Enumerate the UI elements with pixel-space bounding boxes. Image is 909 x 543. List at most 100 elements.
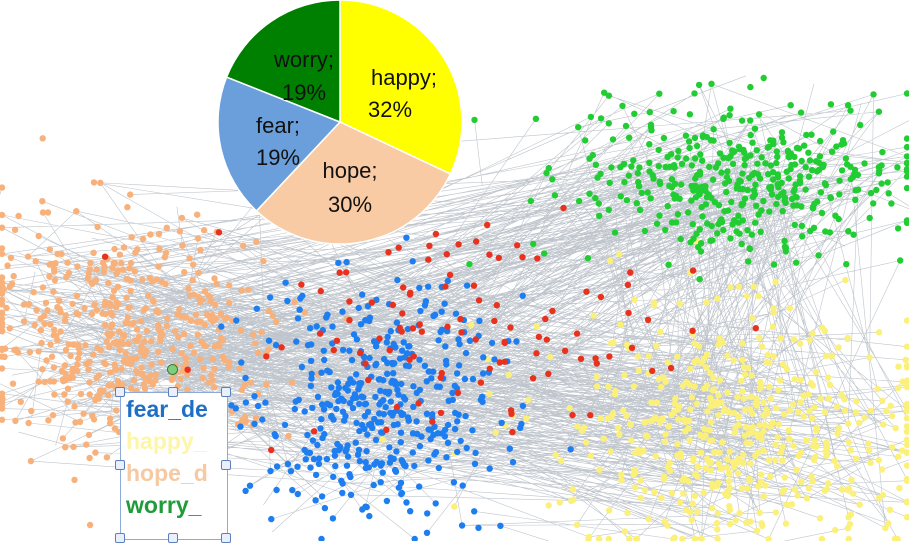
network-node [756, 385, 764, 392]
network-node [744, 484, 751, 492]
network-node [729, 149, 736, 156]
network-node [856, 419, 863, 427]
network-node [608, 164, 615, 171]
network-node [811, 404, 818, 411]
network-node [724, 168, 731, 175]
network-node [69, 300, 76, 308]
network-node [896, 484, 903, 492]
network-node [120, 266, 127, 273]
network-node [705, 459, 713, 466]
network-node [853, 398, 860, 405]
network-node [690, 187, 697, 194]
network-node [26, 348, 34, 356]
resize-handle-bottom-left[interactable] [115, 533, 125, 543]
network-node [582, 439, 590, 446]
network-node [726, 112, 733, 119]
network-node [323, 455, 331, 463]
network-node [549, 176, 556, 183]
network-node [64, 385, 72, 392]
network-node [760, 399, 767, 406]
network-node [552, 451, 559, 459]
network-node [334, 440, 341, 448]
network-node [309, 437, 317, 444]
network-node [596, 466, 603, 473]
network-node [589, 151, 596, 159]
network-node [708, 397, 715, 404]
network-node [212, 301, 219, 309]
rotate-handle[interactable] [167, 364, 178, 375]
network-node [782, 520, 790, 527]
network-node [726, 503, 733, 510]
network-node [240, 242, 247, 249]
legend-textbox[interactable]: fear_de happy_ hope_d worry_ [120, 392, 228, 540]
network-node [641, 486, 649, 494]
network-node [75, 341, 82, 349]
network-node [260, 257, 267, 265]
network-node [380, 411, 387, 418]
resize-handle-bottom-mid[interactable] [168, 533, 178, 543]
network-node [416, 483, 423, 490]
network-node [245, 286, 252, 294]
network-node [155, 230, 163, 238]
network-node [685, 425, 692, 432]
network-node [195, 269, 202, 277]
network-node [684, 209, 692, 216]
network-node [176, 228, 184, 235]
network-node [190, 261, 197, 268]
network-node [840, 140, 848, 147]
resize-handle-bottom-right[interactable] [221, 533, 231, 543]
network-node [845, 228, 852, 235]
network-node [507, 324, 514, 331]
network-node [471, 508, 478, 515]
network-node [721, 180, 729, 187]
resize-handle-mid-left[interactable] [115, 460, 125, 470]
network-node [33, 306, 40, 314]
network-node [621, 371, 628, 379]
network-node [268, 515, 275, 523]
network-node [843, 161, 851, 168]
resize-handle-top-mid[interactable] [168, 387, 178, 397]
network-node [809, 330, 816, 337]
network-node [811, 437, 819, 444]
network-node [197, 246, 204, 254]
network-node [634, 446, 642, 453]
network-node [903, 153, 909, 160]
network-node [287, 468, 295, 475]
network-node [894, 164, 901, 171]
resize-handle-mid-right[interactable] [221, 460, 231, 470]
network-node [3, 304, 10, 312]
network-node [146, 274, 153, 281]
network-node [543, 336, 550, 343]
network-node [756, 334, 763, 341]
network-node [47, 341, 54, 348]
network-node [703, 364, 710, 371]
resize-handle-top-left[interactable] [115, 387, 125, 397]
network-node [163, 224, 170, 231]
network-node [252, 414, 260, 422]
network-node [614, 424, 622, 432]
resize-handle-top-right[interactable] [221, 387, 231, 397]
network-node [726, 470, 733, 478]
network-node [690, 457, 697, 465]
network-node [321, 504, 329, 512]
network-node [875, 108, 883, 115]
network-node [742, 406, 749, 413]
network-node [206, 293, 214, 300]
network-node [200, 227, 208, 234]
network-node [748, 372, 755, 379]
network-node [350, 331, 358, 338]
network-node [672, 395, 679, 402]
network-node [403, 234, 410, 241]
network-node [194, 211, 201, 218]
network-node [359, 506, 366, 513]
network-node [825, 395, 833, 402]
network-node [110, 259, 117, 267]
network-node [895, 384, 902, 392]
network-node [625, 172, 632, 179]
network-node [445, 397, 452, 404]
network-node [383, 339, 390, 346]
network-node [238, 386, 246, 393]
network-node [52, 260, 59, 267]
network-node [720, 154, 727, 161]
network-node [267, 467, 274, 475]
